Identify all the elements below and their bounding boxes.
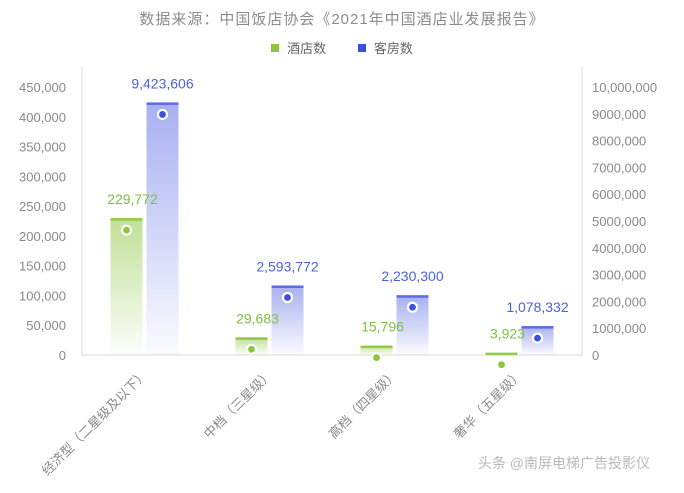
data-label-rooms: 2,593,772 — [256, 258, 318, 274]
bar-rooms — [146, 102, 179, 355]
left-tick-label: 300,000 — [19, 169, 66, 184]
right-tick-label: 8000,000 — [592, 134, 646, 149]
right-tick-label: 3000,000 — [592, 268, 646, 283]
category-label: 高档（四星级） — [326, 367, 401, 442]
point-rooms — [406, 301, 419, 313]
category-label: 中档（三星级） — [201, 367, 276, 442]
data-label-rooms: 9,423,606 — [131, 75, 193, 91]
bar-hotels — [110, 218, 143, 355]
point-hotels — [370, 351, 383, 364]
legend: 酒店数 客房数 — [0, 38, 684, 57]
left-tick-label: 100,000 — [19, 288, 66, 303]
right-tick-label: 2000,000 — [592, 294, 646, 309]
bar-hotels-cap — [235, 337, 268, 340]
right-tick-label: 10,000,000 — [592, 80, 657, 95]
bar-rooms-cap — [396, 295, 429, 298]
point-hotels — [120, 224, 133, 236]
right-tick-label: 6000,000 — [592, 187, 646, 202]
right-tick-label: 0 — [592, 348, 599, 363]
category-label: 奢华（五星级） — [451, 367, 526, 442]
bar-hotels-cap — [485, 352, 518, 356]
data-label-rooms: 2,230,300 — [381, 268, 443, 284]
data-label-hotels: 15,796 — [361, 319, 404, 335]
point-rooms — [156, 108, 169, 121]
legend-item-hotels[interactable]: 酒店数 — [271, 38, 326, 57]
category-label: 经济型（二星级及以下） — [39, 367, 151, 479]
point-rooms — [531, 332, 544, 344]
left-tick-label: 350,000 — [19, 140, 66, 155]
right-tick-label: 7000,000 — [592, 160, 646, 175]
legend-label-hotels: 酒店数 — [287, 41, 327, 56]
data-label-hotels: 3,923 — [490, 326, 525, 342]
chart-title: 数据来源：中国饭店协会《2021年中国酒店业发展报告》 — [139, 11, 545, 28]
left-tick-label: 400,000 — [19, 110, 66, 125]
point-hotels — [495, 359, 508, 371]
left-tick-label: 250,000 — [19, 199, 66, 214]
bar-hotels — [360, 345, 393, 355]
watermark: 头条 @南屏电梯广告投影仪 — [477, 455, 650, 471]
left-tick-label: 150,000 — [19, 259, 66, 274]
data-label-hotels: 229,772 — [107, 191, 158, 207]
bar-rooms-cap — [521, 326, 554, 329]
left-tick-label: 200,000 — [19, 229, 66, 244]
point-hotels — [245, 343, 258, 355]
legend-swatch-rooms — [357, 43, 366, 52]
legend-item-rooms[interactable]: 客房数 — [357, 38, 413, 57]
legend-swatch-hotels — [271, 43, 280, 52]
right-tick-label: 1000,000 — [592, 321, 646, 336]
bar-hotels-cap — [360, 345, 393, 349]
right-tick-label: 5000,000 — [592, 214, 646, 229]
left-tick-label: 50,000 — [26, 318, 66, 333]
left-tick-label: 0 — [59, 348, 66, 363]
left-tick-label: 450,000 — [19, 80, 66, 95]
bar-rooms-cap — [271, 285, 304, 288]
right-tick-label: 9000,000 — [592, 107, 646, 122]
bar-hotels-cap — [110, 218, 143, 221]
data-label-rooms: 1,078,332 — [506, 299, 568, 315]
right-tick-label: 4000,000 — [592, 241, 646, 256]
legend-label-rooms: 客房数 — [373, 41, 413, 56]
bar-rooms-cap — [146, 102, 179, 105]
point-rooms — [281, 291, 294, 304]
data-label-hotels: 29,683 — [236, 310, 279, 326]
